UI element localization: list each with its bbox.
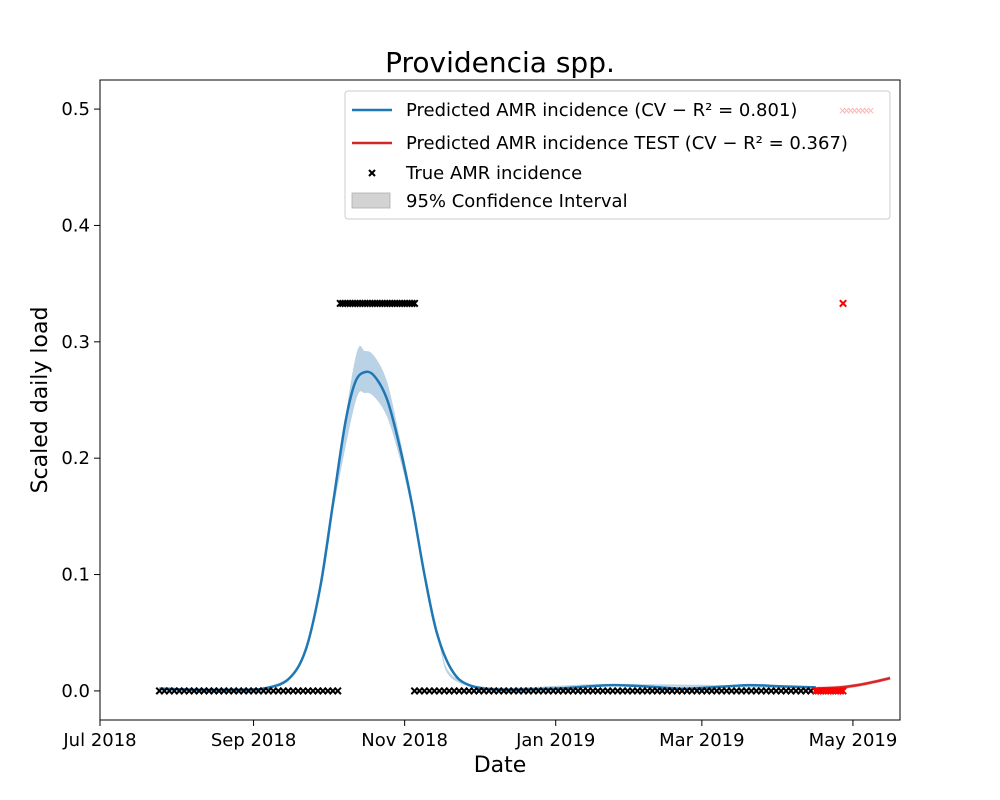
legend-faint-marker: ×: [846, 104, 855, 117]
series-line-train: [159, 370, 816, 692]
y-tick-label: 0.2: [61, 448, 90, 469]
y-tick-label: 0.0: [61, 681, 90, 702]
legend-x-swatch: [368, 169, 376, 177]
test-incidence-marker: [836, 687, 845, 695]
x-tick-label: Nov 2018: [361, 730, 448, 751]
x-tick-label: Jan 2019: [515, 730, 595, 751]
legend-faint-marker: ×: [858, 104, 867, 117]
legend-faint-marker: ×: [854, 104, 863, 117]
true-incidence-marker: [408, 299, 416, 308]
legend-faint-marker: ×: [862, 104, 871, 117]
test-incidence-marker: [839, 687, 847, 695]
legend-entry: Predicted AMR incidence TEST (CV − R² = …: [352, 133, 848, 154]
plot-area: [99, 79, 901, 721]
legend-label: Predicted AMR incidence (CV − R² = 0.801…: [406, 100, 797, 121]
x-tick-label: Mar 2019: [659, 730, 745, 751]
x-tick-label: Sep 2018: [211, 730, 296, 751]
legend-entry: 95% Confidence Interval: [351, 191, 628, 212]
y-axis-label: Scaled daily load: [28, 307, 53, 494]
legend-faint-marker: ×: [866, 104, 875, 117]
y-tick-label: 0.5: [61, 99, 90, 120]
legend-faint-marker: ×: [838, 104, 847, 117]
legend-entry: Predicted AMR incidence (CV − R² = 0.801…: [352, 100, 797, 121]
legend-entry: True AMR incidence: [368, 163, 582, 184]
confidence-band: [159, 345, 816, 693]
test-incidence-marker: [839, 299, 847, 308]
y-tick-label: 0.1: [61, 565, 90, 586]
legend-label: 95% Confidence Interval: [406, 191, 628, 212]
legend-box: [344, 90, 891, 220]
y-tick-label: 0.3: [61, 332, 90, 353]
legend-label: True AMR incidence: [405, 163, 582, 184]
x-axis: Jul 2018 Sep 2018 Nov 2018 Jan 2019 Mar 2019…: [62, 720, 897, 751]
y-axis: 0.0 0.1 0.2 0.3 0.4 0.5: [61, 99, 100, 702]
chart-title: Providencia spp.: [385, 46, 615, 79]
legend-patch-swatch: [351, 192, 391, 209]
true-incidence-marker: [333, 687, 342, 695]
legend-faint-marker: ×: [842, 104, 851, 117]
x-axis-label: Date: [474, 753, 527, 778]
x-tick-label: May 2019: [809, 730, 898, 751]
y-tick-label: 0.4: [61, 215, 90, 236]
plot-layer: [155, 299, 891, 695]
legend-faint-marker: ×: [850, 104, 859, 117]
series-line-test: [815, 676, 891, 690]
legend-label: Predicted AMR incidence TEST (CV − R² = …: [406, 133, 848, 154]
x-tick-label: Jul 2018: [62, 730, 136, 751]
legend: Predicted AMR incidence (CV − R² = 0.801…: [344, 90, 891, 220]
true-incidence-marker: [410, 299, 419, 308]
